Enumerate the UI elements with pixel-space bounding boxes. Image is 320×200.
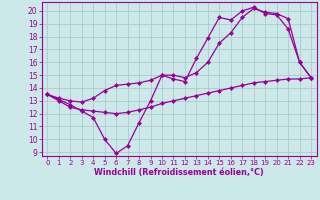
X-axis label: Windchill (Refroidissement éolien,°C): Windchill (Refroidissement éolien,°C)	[94, 168, 264, 177]
